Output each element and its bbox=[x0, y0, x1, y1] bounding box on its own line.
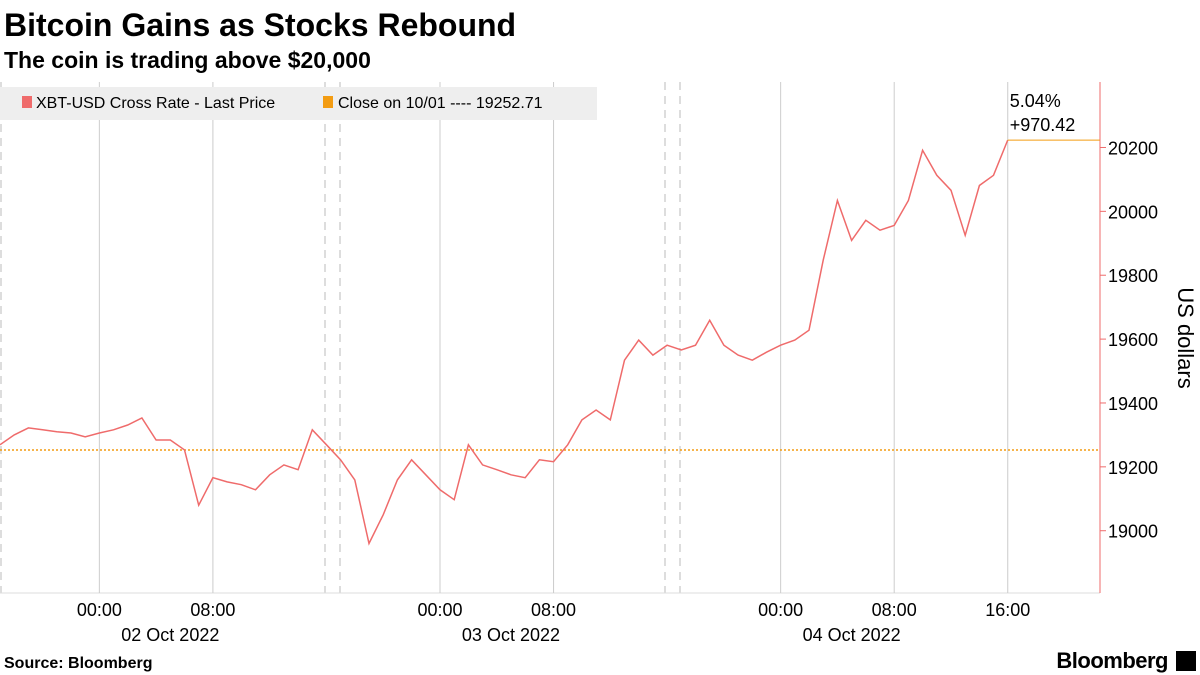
legend-swatch bbox=[22, 96, 32, 108]
y-axis-label: US dollars bbox=[1173, 287, 1198, 388]
legend-box bbox=[0, 87, 597, 120]
annotation: +970.42 bbox=[1010, 115, 1076, 135]
source: Source: Bloomberg bbox=[4, 655, 152, 672]
y-tick-label: 19600 bbox=[1108, 330, 1158, 350]
legend-label: XBT-USD Cross Rate - Last Price bbox=[36, 95, 275, 112]
chart-title: Bitcoin Gains as Stocks Rebound bbox=[4, 7, 516, 43]
annotation: 5.04% bbox=[1010, 91, 1061, 111]
x-tick-label: 00:00 bbox=[77, 600, 122, 620]
y-tick-label: 19200 bbox=[1108, 458, 1158, 478]
x-date-label: 02 Oct 2022 bbox=[121, 625, 219, 645]
y-tick-label: 19000 bbox=[1108, 522, 1158, 542]
legend-swatch bbox=[323, 96, 333, 108]
x-tick-label: 08:00 bbox=[531, 600, 576, 620]
x-tick-label: 16:00 bbox=[985, 600, 1030, 620]
x-date-label: 04 Oct 2022 bbox=[803, 625, 901, 645]
brand: Bloomberg bbox=[1056, 648, 1168, 673]
x-tick-label: 08:00 bbox=[872, 600, 917, 620]
legend-label: Close on 10/01 ---- 19252.71 bbox=[338, 95, 543, 112]
x-tick-label: 08:00 bbox=[190, 600, 235, 620]
y-tick-label: 20000 bbox=[1108, 202, 1158, 222]
session-breaks bbox=[0, 82, 681, 593]
y-tick-label: 20200 bbox=[1108, 138, 1158, 158]
x-tick-label: 00:00 bbox=[758, 600, 803, 620]
chart-subtitle: The coin is trading above $20,000 bbox=[4, 47, 371, 73]
y-tick-label: 19400 bbox=[1108, 394, 1158, 414]
y-tick-label: 19800 bbox=[1108, 266, 1158, 286]
x-tick-label: 00:00 bbox=[417, 600, 462, 620]
price-line bbox=[0, 139, 1009, 546]
brand-icon bbox=[1176, 651, 1196, 671]
x-date-label: 03 Oct 2022 bbox=[462, 625, 560, 645]
